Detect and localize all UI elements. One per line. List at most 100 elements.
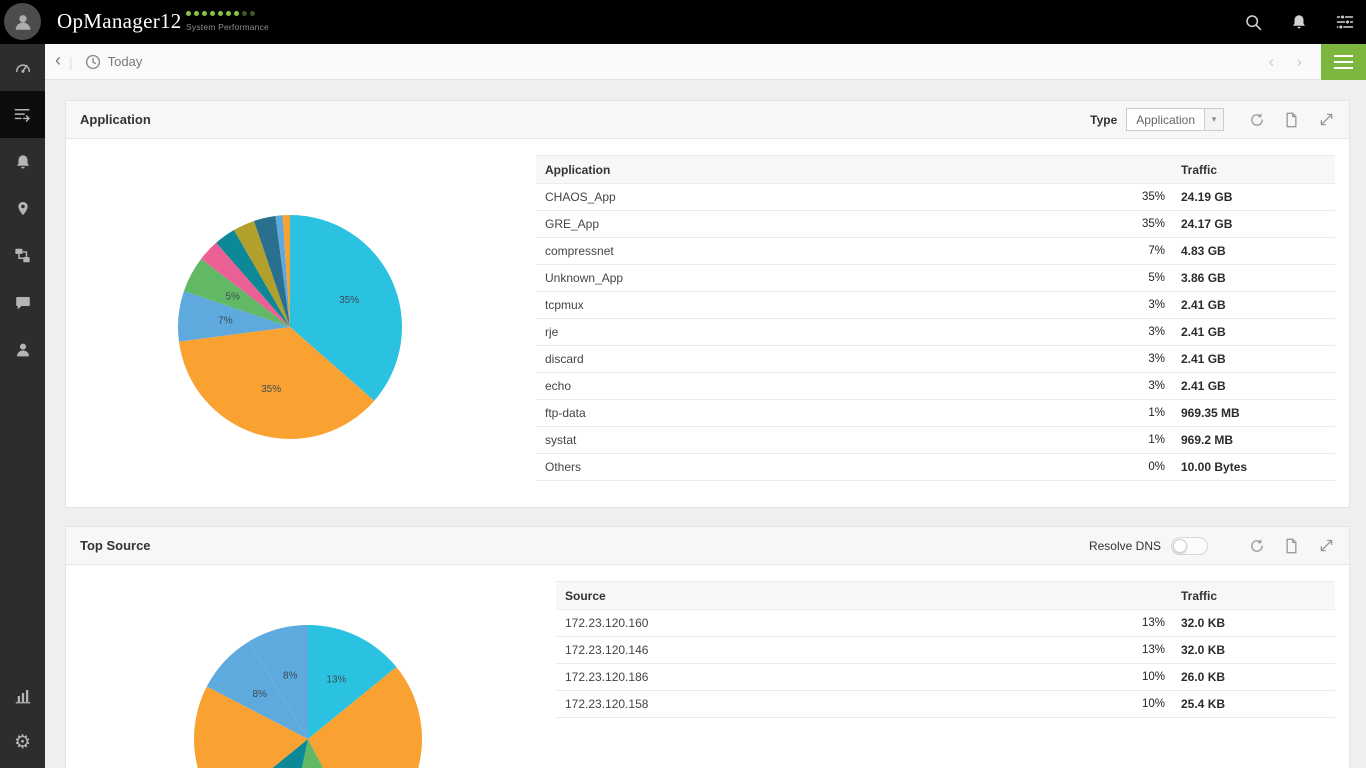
resolve-dns-toggle[interactable] (1171, 536, 1208, 555)
row-percent: 13% (1141, 617, 1165, 629)
table-row: echo 3% 2.41 GB (536, 373, 1335, 400)
row-percent: 0% (1148, 461, 1165, 473)
row-percent: 10% (1141, 698, 1165, 710)
settings-sliders-icon[interactable] (1334, 11, 1356, 33)
top-source-panel-body: 13% 8% 8% Source Traffic 172.23.120.160 (66, 565, 1349, 768)
sidebar: ⚙ (0, 44, 45, 768)
panel-title: Top Source (80, 538, 151, 553)
table-row: 172.23.120.160 13% 32.0 KB (556, 610, 1335, 637)
expand-icon[interactable] (1318, 111, 1335, 128)
row-percent: 5% (1148, 272, 1165, 284)
export-pdf-icon[interactable] (1283, 111, 1300, 128)
row-traffic: 25.4 KB (1181, 697, 1226, 711)
sidebar-item-devices[interactable] (0, 232, 45, 279)
row-name: GRE_App (545, 217, 600, 231)
row-traffic: 969.35 MB (1181, 406, 1240, 420)
row-percent: 7% (1148, 245, 1165, 257)
row-traffic: 4.83 GB (1181, 244, 1226, 258)
toolbar-divider: | (69, 53, 73, 70)
application-pie-wrap: 35% 35% 7% 5% (66, 139, 536, 507)
top-source-pie-wrap: 13% 8% 8% (66, 565, 556, 768)
sidebar-item-alarms[interactable] (0, 138, 45, 185)
table-row: 172.23.120.146 13% 32.0 KB (556, 637, 1335, 664)
row-name: Others (545, 460, 582, 474)
sidebar-item-chat[interactable] (0, 279, 45, 326)
row-percent: 1% (1148, 407, 1165, 419)
refresh-icon[interactable] (1248, 537, 1265, 554)
export-pdf-icon[interactable] (1283, 537, 1300, 554)
row-traffic: 26.0 KB (1181, 670, 1226, 684)
sidebar-item-users[interactable] (0, 326, 45, 373)
resolve-dns-label: Resolve DNS (1088, 538, 1161, 553)
svg-text:8%: 8% (283, 670, 298, 681)
secondary-toolbar: ‹ | Today ‹ › (45, 43, 1366, 80)
search-icon[interactable] (1242, 11, 1264, 33)
row-traffic: 24.17 GB (1181, 217, 1233, 231)
expand-icon[interactable] (1318, 537, 1335, 554)
column-header-application: Application (545, 162, 611, 177)
row-percent: 35% (1141, 191, 1165, 203)
back-chevron-icon[interactable]: ‹ (55, 50, 61, 70)
table-row: rje 3% 2.41 GB (536, 319, 1335, 346)
row-traffic: 2.41 GB (1181, 325, 1226, 339)
table-row: CHAOS_App 35% 24.19 GB (536, 184, 1335, 211)
sidebar-item-dashboard[interactable] (0, 44, 45, 91)
application-panel: Application Type Application ▾ (65, 100, 1350, 508)
topology-devices-icon (15, 248, 30, 263)
row-name: Unknown_App (545, 271, 624, 285)
refresh-icon[interactable] (1248, 111, 1265, 128)
row-traffic: 32.0 KB (1181, 616, 1226, 630)
top-source-table: Source Traffic 172.23.120.160 13% 32.0 K… (556, 581, 1335, 768)
svg-text:5%: 5% (225, 291, 240, 302)
table-row: compressnet 7% 4.83 GB (536, 238, 1335, 265)
table-row: systat 1% 969.2 MB (536, 427, 1335, 454)
user-avatar-icon (15, 14, 30, 30)
sidebar-item-netflow[interactable] (0, 91, 45, 138)
date-range-label[interactable]: Today (107, 54, 143, 69)
row-name: 172.23.120.186 (565, 670, 649, 684)
top-source-panel-header: Top Source Resolve DNS (66, 527, 1349, 565)
application-table-header: Application Traffic (536, 155, 1335, 184)
user-icon (16, 343, 29, 356)
application-table-rows: CHAOS_App 35% 24.19 GB GRE_App (536, 184, 1335, 481)
sidebar-item-maps[interactable] (0, 185, 45, 232)
row-percent: 3% (1148, 380, 1165, 392)
brand-dots (186, 11, 269, 16)
gear-icon: ⚙ (13, 732, 32, 753)
application-panel-header: Application Type Application ▾ (66, 101, 1349, 139)
sidebar-item-settings[interactable]: ⚙ (0, 719, 45, 766)
notifications-bell-icon[interactable] (1288, 11, 1310, 33)
gauge-icon (15, 63, 30, 73)
column-header-source: Source (565, 588, 606, 603)
table-row: 172.23.120.186 10% 26.0 KB (556, 664, 1335, 691)
type-select[interactable]: Application ▾ (1126, 108, 1224, 131)
row-name: ftp-data (545, 406, 586, 420)
brand-subtitle: System Performance (186, 22, 269, 32)
row-traffic: 24.19 GB (1181, 190, 1233, 204)
row-traffic: 2.41 GB (1181, 352, 1226, 366)
row-percent: 1% (1148, 434, 1165, 446)
row-traffic: 32.0 KB (1181, 643, 1226, 657)
avatar[interactable] (4, 3, 41, 40)
row-percent: 3% (1148, 353, 1165, 365)
table-row: tcpmux 3% 2.41 GB (536, 292, 1335, 319)
row-percent: 3% (1148, 326, 1165, 338)
top-source-pie-chart: 13% 8% 8% (194, 625, 422, 768)
row-name: systat (545, 433, 577, 447)
prev-chevron-icon[interactable]: ‹ (1268, 51, 1275, 71)
svg-text:35%: 35% (261, 384, 281, 395)
main-content: Application Type Application ▾ (45, 80, 1366, 768)
chevron-down-icon: ▾ (1204, 109, 1223, 130)
row-traffic: 10.00 Bytes (1181, 460, 1248, 474)
hamburger-menu-button[interactable] (1321, 43, 1366, 80)
sidebar-item-reports[interactable] (0, 672, 45, 719)
row-name: 172.23.120.146 (565, 643, 649, 657)
type-select-value: Application (1136, 113, 1195, 127)
column-header-traffic: Traffic (1181, 588, 1218, 603)
top-source-panel: Top Source Resolve DNS (65, 526, 1350, 768)
column-header-traffic: Traffic (1181, 162, 1218, 177)
next-chevron-icon[interactable]: › (1296, 51, 1302, 71)
row-traffic: 3.86 GB (1181, 271, 1226, 285)
row-name: CHAOS_App (545, 190, 616, 204)
row-name: compressnet (545, 244, 614, 258)
